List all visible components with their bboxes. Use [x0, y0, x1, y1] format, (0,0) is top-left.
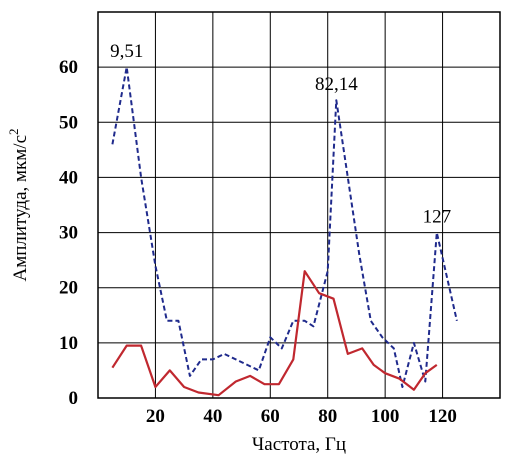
y-tick-label: 0: [69, 388, 79, 409]
x-tick-labels: 20 40 60 80 100 120: [146, 406, 457, 427]
y-tick-label: 50: [59, 112, 78, 133]
series-line-dashed-blue: [111, 66, 458, 388]
x-tick-label: 100: [371, 406, 400, 427]
x-tick-label: 120: [428, 406, 457, 427]
peak-annotation: 9,51: [110, 41, 143, 62]
y-tick-labels: 0 10 20 30 40 50 60: [59, 57, 78, 409]
x-axis-title: Частота, Гц: [252, 434, 346, 454]
y-tick-label: 30: [59, 223, 78, 244]
series-line-solid-red: [111, 270, 438, 397]
peak-annotation: 82,14: [315, 74, 358, 95]
y-axis-title-superscript: 2: [6, 128, 21, 135]
chart-grid: [98, 12, 500, 398]
y-tick-label: 10: [59, 333, 78, 354]
peak-annotation: 127: [423, 207, 452, 228]
annotations: 9,51 82,14 127: [110, 41, 451, 227]
y-tick-label: 60: [59, 57, 78, 78]
x-tick-label: 80: [318, 406, 337, 427]
x-tick-label: 20: [146, 406, 165, 427]
y-axis-title-main: Амплитуда, мкм/с: [10, 135, 31, 282]
y-tick-label: 40: [59, 167, 78, 188]
x-tick-label: 60: [261, 406, 280, 427]
series-layer: [111, 66, 458, 397]
y-tick-label: 20: [59, 278, 78, 299]
plot-frame: [97, 11, 501, 399]
y-axis-title: Амплитуда, мкм/с2: [6, 128, 31, 281]
x-tick-label: 40: [203, 406, 222, 427]
